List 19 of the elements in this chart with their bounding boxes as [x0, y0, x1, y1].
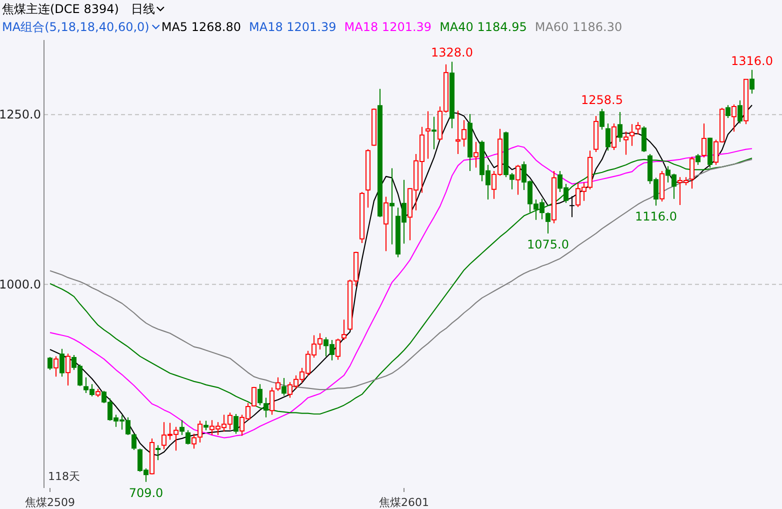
annotation: 1316.0 [731, 54, 773, 68]
annotation: 1328.0 [431, 46, 473, 60]
legend-title: MA组合(5,18,18,40,60,0) [2, 20, 150, 34]
text: MA18 1201.39 [249, 20, 336, 34]
x-tick-label: 焦煤2509 [25, 496, 75, 509]
annotation: 118天 [48, 470, 80, 483]
text: MA18 1201.39 [344, 20, 432, 34]
annotation: 1075.0 [527, 237, 569, 252]
annotation: 1116.0 [635, 210, 677, 224]
text: MA5 1268.80 [161, 20, 241, 34]
x-tick-label: 焦煤2601 [379, 496, 429, 509]
annotation: 709.0 [128, 486, 164, 500]
text: MA60 1186.30 [534, 20, 622, 34]
y-tick-label: 1000.0 [0, 277, 41, 292]
annotation: 1258.5 [581, 92, 623, 107]
chart-subtitle: 日线 [130, 2, 155, 16]
text: MA40 1184.95 [440, 20, 527, 34]
chart-title: 焦煤主连(DCE 8394) [2, 2, 119, 16]
y-tick-label: 1250.0 [0, 108, 41, 122]
